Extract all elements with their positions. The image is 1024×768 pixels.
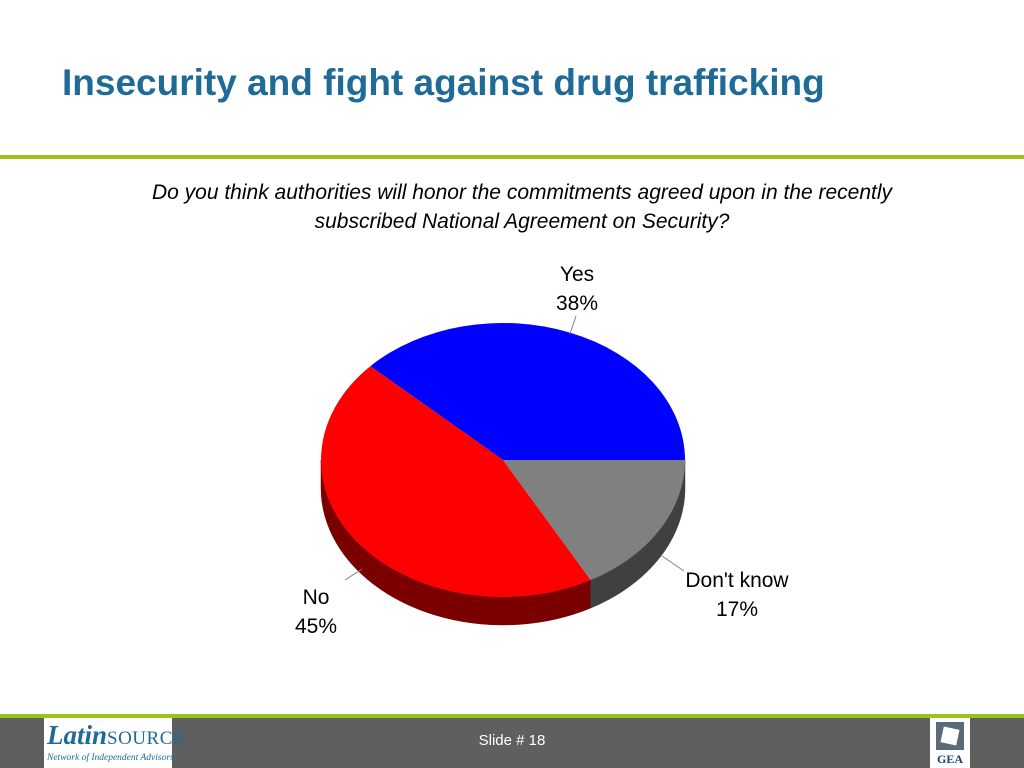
chart-question: Do you think authorities will honor the … <box>151 181 893 233</box>
leader-line-yes <box>569 315 577 335</box>
gea-logo: GEA <box>930 718 970 768</box>
gea-logo-text: GEA <box>936 752 963 766</box>
slice-value-no: 45% <box>295 615 337 638</box>
slice-label-yes: Yes <box>560 263 594 286</box>
pie-slice-no <box>321 366 591 597</box>
logo-latin-word: Latin <box>47 720 108 750</box>
slice-label-don-t-know: Don't know <box>685 569 789 592</box>
logo-source-word: SOURCE <box>107 728 185 749</box>
pie-slice-yes <box>370 323 685 460</box>
slice-label-no: No <box>303 586 330 609</box>
footer-divider <box>0 714 1024 718</box>
slice-value-don-t-know: 17% <box>716 598 758 621</box>
slice-value-yes: 38% <box>556 292 598 315</box>
leader-line-don-t-know <box>661 555 685 572</box>
gea-emblem-icon <box>936 722 964 750</box>
footer-bar: LatinSOURCE Network of Independent Advis… <box>0 718 1024 768</box>
latinsource-logo: LatinSOURCE Network of Independent Advis… <box>44 718 184 768</box>
leader-line-no <box>344 568 363 581</box>
logo-tagline: Network of Independent Advisors <box>47 753 174 763</box>
slide-number: Slide # 18 <box>478 732 546 749</box>
slide-title: Insecurity and fight against drug traffi… <box>62 62 825 103</box>
pie-slice-don-t-know <box>503 460 685 581</box>
title-divider <box>0 155 1024 159</box>
